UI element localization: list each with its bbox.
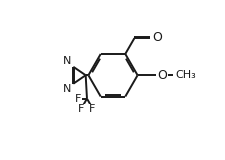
Text: CH₃: CH₃ bbox=[175, 70, 196, 80]
Text: F: F bbox=[78, 104, 84, 115]
Text: O: O bbox=[157, 69, 167, 82]
Text: F: F bbox=[74, 94, 81, 104]
Text: N: N bbox=[63, 84, 71, 95]
Text: N: N bbox=[63, 56, 71, 66]
Text: O: O bbox=[151, 31, 161, 44]
Text: F: F bbox=[89, 104, 95, 115]
